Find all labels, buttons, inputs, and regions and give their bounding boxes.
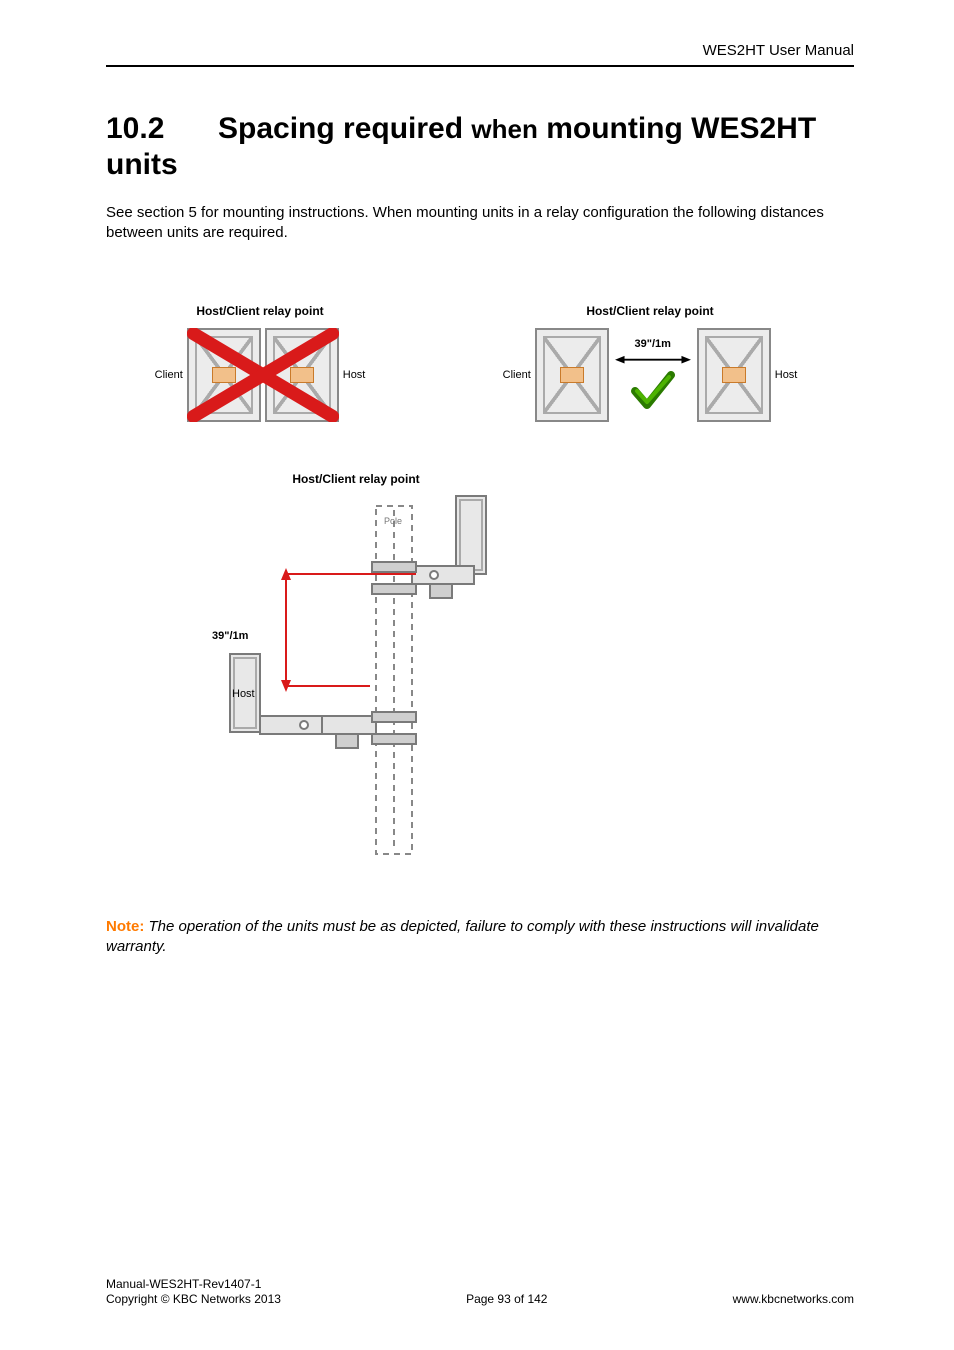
page-footer: Manual-WES2HT-Rev1407-1 Copyright © KBC … xyxy=(106,1277,854,1308)
note-text: The operation of the units must be as de… xyxy=(106,918,819,955)
figure-wrong-left-label: Client xyxy=(155,369,183,381)
figure-correct-left-label: Client xyxy=(503,369,531,381)
intro-paragraph: See section 5 for mounting instructions.… xyxy=(106,203,854,244)
pole-distance-label: 39"/1m xyxy=(212,630,248,642)
section-heading: 10.2Spacing required when mounting WES2H… xyxy=(106,111,854,183)
note-label: Note: xyxy=(106,918,144,935)
spacing-indicator: 39"/1m xyxy=(613,338,693,411)
section-title-1: Spacing required xyxy=(218,112,463,145)
footer-manual-rev: Manual-WES2HT-Rev1407-1 xyxy=(106,1277,281,1293)
doc-title: WES2HT User Manual xyxy=(703,42,854,59)
figure-pole-title: Host/Client relay point xyxy=(176,472,536,486)
antenna-unit xyxy=(265,328,339,422)
pole-label: Pole xyxy=(384,516,402,526)
page-header: WES2HT User Manual xyxy=(106,42,854,67)
figure-correct: Host/Client relay point Client 39"/1m xyxy=(450,304,850,422)
figure-correct-title: Host/Client relay point xyxy=(450,304,850,318)
section-title-2: when xyxy=(471,114,537,144)
figure-wrong-title: Host/Client relay point xyxy=(110,304,410,318)
figure-wrong-right-label: Host xyxy=(343,369,366,381)
antenna-unit xyxy=(697,328,771,422)
distance-label: 39"/1m xyxy=(635,338,671,350)
figures-row: Host/Client relay point Client Host xyxy=(106,304,854,422)
footer-left: Manual-WES2HT-Rev1407-1 Copyright © KBC … xyxy=(106,1277,281,1308)
note-paragraph: Note: The operation of the units must be… xyxy=(106,917,854,958)
figure-pole-mount: Host/Client relay point xyxy=(106,472,854,871)
pole-host-label: Host xyxy=(232,688,255,700)
checkmark-icon xyxy=(631,371,675,411)
page: WES2HT User Manual 10.2Spacing required … xyxy=(0,0,954,1350)
antenna-unit xyxy=(187,328,261,422)
footer-copyright: Copyright © KBC Networks 2013 xyxy=(106,1292,281,1308)
figure-wrong: Host/Client relay point Client Host xyxy=(110,304,410,422)
horizontal-arrow-icon xyxy=(615,354,691,365)
antenna-unit xyxy=(535,328,609,422)
pole-diagram xyxy=(176,486,536,866)
footer-url: www.kbcnetworks.com xyxy=(733,1292,854,1308)
section-number: 10.2 xyxy=(106,111,218,147)
figure-correct-right-label: Host xyxy=(775,369,798,381)
footer-page-number: Page 93 of 142 xyxy=(466,1292,547,1308)
